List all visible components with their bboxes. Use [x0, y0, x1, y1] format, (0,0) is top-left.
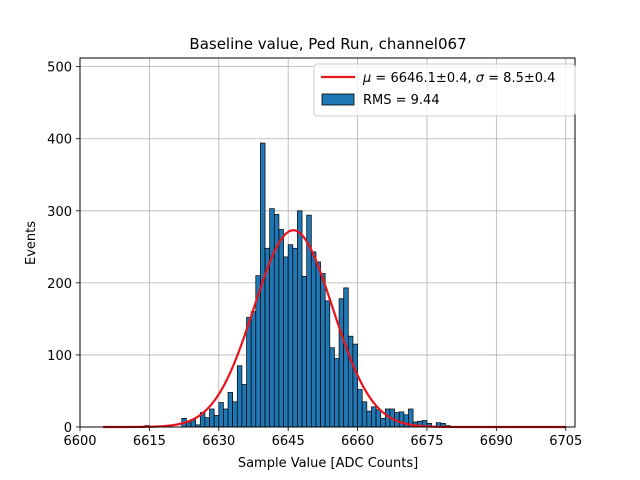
- histogram-bar: [320, 273, 326, 428]
- legend-box: [313, 63, 576, 117]
- histogram-bar: [343, 287, 349, 428]
- legend-hist-label: RMS = 9.44: [363, 93, 440, 108]
- histogram-bar: [287, 244, 294, 428]
- histogram-bar: [366, 410, 372, 428]
- y-tick-label: 0: [64, 421, 72, 436]
- legend: μ = 6646.1±0.4, σ = 8.5±0.4 RMS = 9.44: [313, 63, 576, 117]
- x-tick-label: 6600: [63, 434, 96, 449]
- y-axis-label: Events: [24, 221, 39, 265]
- histogram-bar: [347, 335, 354, 428]
- histogram-bar: [310, 251, 317, 428]
- histogram-bar: [375, 409, 382, 428]
- histogram-bar: [250, 311, 257, 428]
- histogram-bar: [297, 210, 303, 428]
- histogram-bar: [398, 411, 405, 428]
- histogram-bar: [380, 418, 386, 428]
- histogram-bar: [324, 300, 331, 428]
- histogram-bar: [213, 415, 220, 428]
- plot-frame: [79, 57, 576, 428]
- axis-ticks: 6600 6615 6630 6645 6660 6675 6690 6705 0 100 200 3…: [47, 61, 582, 449]
- y-tick-label: 100: [47, 349, 72, 364]
- histogram-bar: [204, 417, 210, 428]
- x-tick-label: 6705: [549, 434, 582, 449]
- legend-sigma-symbol: σ: [476, 71, 485, 86]
- histogram-bar: [241, 384, 247, 428]
- histogram-bar: [218, 402, 224, 428]
- x-tick-label: 6630: [202, 434, 235, 449]
- histogram-bar: [278, 229, 284, 428]
- y-tick-label: 400: [47, 133, 72, 148]
- histogram-bar: [334, 358, 340, 428]
- chart-title: Baseline value, Ped Run, channel067: [189, 35, 466, 53]
- histogram-bar: [329, 347, 335, 428]
- legend-mu-symbol: μ: [362, 71, 371, 86]
- histogram-bar: [361, 401, 368, 428]
- x-tick-label: 6660: [341, 434, 374, 449]
- histogram-bar: [223, 408, 229, 428]
- legend-mu-value: = 6646.1±0.4,: [371, 71, 475, 86]
- histogram-bar: [246, 317, 252, 428]
- legend-sigma-value: = 8.5±0.4: [484, 71, 555, 86]
- histogram-bar: [357, 389, 363, 428]
- y-tick-label: 200: [47, 277, 72, 292]
- histogram-bar: [371, 406, 377, 428]
- histogram-bar: [315, 261, 321, 428]
- histogram-bar: [209, 408, 215, 428]
- histogram-bar: [232, 401, 238, 428]
- x-tick-label: 6645: [272, 434, 305, 449]
- histogram-bar: [292, 247, 298, 428]
- histogram-bar: [227, 392, 234, 428]
- x-tick-label: 6675: [410, 434, 443, 449]
- histogram-bar: [186, 422, 192, 428]
- histogram-bar: [352, 343, 358, 428]
- histogram-bar: [338, 298, 345, 428]
- histogram-bar: [236, 365, 243, 428]
- legend-fit-label: μ = 6646.1±0.4, σ = 8.5±0.4: [362, 71, 555, 86]
- y-tick-label: 500: [47, 61, 72, 76]
- histogram-bar: [301, 276, 308, 428]
- x-tick-label: 6615: [133, 434, 166, 449]
- y-tick-label: 300: [47, 205, 72, 220]
- histogram-bar: [269, 208, 275, 428]
- histogram-bar: [283, 256, 289, 428]
- legend-hist-swatch: [321, 93, 355, 106]
- x-tick-label: 6690: [480, 434, 513, 449]
- x-axis-label: Sample Value [ADC Counts]: [238, 456, 418, 471]
